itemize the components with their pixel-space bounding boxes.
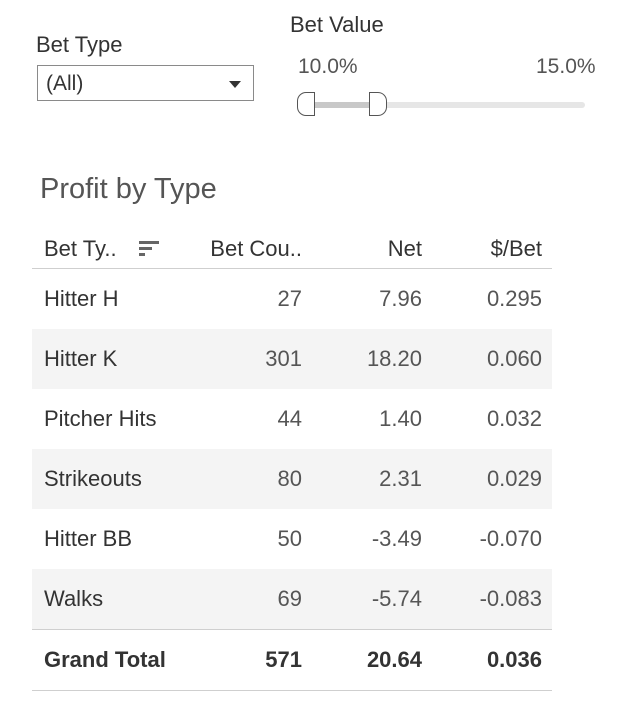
- table-row[interactable]: Pitcher Hits 44 1.40 0.032: [32, 389, 552, 449]
- cell-total-label: Grand Total: [44, 647, 166, 672]
- cell-per-bet: 0.032: [486, 406, 542, 431]
- column-header-net[interactable]: Net: [387, 236, 422, 261]
- table-header-row: Bet Ty.. Bet Cou.. Net $/Bet: [32, 228, 552, 269]
- cell-net: 7.96: [379, 286, 422, 311]
- bet-type-dropdown[interactable]: (All): [37, 65, 254, 101]
- table-row[interactable]: Hitter H 27 7.96 0.295: [32, 269, 552, 329]
- cell-bet-type: Pitcher Hits: [44, 406, 157, 431]
- cell-bet-count: 80: [277, 466, 302, 491]
- sheet-title: Profit by Type: [40, 173, 217, 205]
- bet-type-filter-label: Bet Type: [36, 32, 123, 57]
- cell-per-bet: 0.029: [486, 466, 542, 491]
- cell-bet-count: 69: [277, 586, 302, 611]
- cell-total-net: 20.64: [366, 647, 422, 672]
- column-header-bet-type[interactable]: Bet Ty..: [44, 236, 117, 261]
- slider-max-handle[interactable]: [369, 92, 387, 116]
- cell-per-bet: -0.083: [479, 586, 542, 611]
- cell-net: -5.74: [371, 586, 422, 611]
- bet-value-max-readout[interactable]: 15.0%: [536, 55, 596, 78]
- dropdown-arrow-icon[interactable]: [229, 81, 241, 88]
- cell-per-bet: 0.295: [486, 286, 542, 311]
- column-header-per-bet[interactable]: $/Bet: [490, 236, 542, 261]
- slider-min-handle[interactable]: [297, 92, 315, 116]
- cell-net: 18.20: [366, 346, 422, 371]
- cell-bet-type: Hitter H: [44, 286, 119, 311]
- cell-net: 1.40: [379, 406, 422, 431]
- column-header-bet-count[interactable]: Bet Cou..: [210, 236, 302, 261]
- cell-bet-count: 44: [277, 406, 302, 431]
- bet-value-min-readout[interactable]: 10.0%: [298, 55, 358, 78]
- cell-bet-type: Hitter BB: [44, 526, 133, 551]
- bet-type-selected-value: (All): [46, 72, 84, 95]
- table-row[interactable]: Walks 69 -5.74 -0.083: [32, 569, 552, 629]
- cell-net: -3.49: [371, 526, 422, 551]
- cell-bet-type: Strikeouts: [44, 466, 142, 491]
- cell-bet-count: 50: [277, 526, 302, 551]
- cell-bet-type: Hitter K: [44, 346, 118, 371]
- cell-bet-count: 301: [265, 346, 302, 371]
- profit-table: Bet Ty.. Bet Cou.. Net $/Bet Hitter H 27…: [32, 228, 552, 691]
- cell-total-count: 571: [265, 647, 302, 672]
- cell-bet-count: 27: [277, 286, 302, 311]
- cell-total-per-bet: 0.036: [486, 647, 542, 672]
- bet-value-slider-range: [310, 102, 378, 108]
- table-row[interactable]: Hitter K 301 18.20 0.060: [32, 329, 552, 389]
- sort-descending-icon[interactable]: [138, 238, 160, 258]
- bet-value-slider-track[interactable]: [300, 102, 585, 108]
- cell-per-bet: 0.060: [486, 346, 542, 371]
- table-row[interactable]: Strikeouts 80 2.31 0.029: [32, 449, 552, 509]
- cell-net: 2.31: [379, 466, 422, 491]
- cell-per-bet: -0.070: [479, 526, 542, 551]
- cell-bet-type: Walks: [44, 586, 104, 611]
- bet-value-filter-label: Bet Value: [290, 12, 384, 37]
- grand-total-row[interactable]: Grand Total 571 20.64 0.036: [32, 629, 552, 691]
- table-row[interactable]: Hitter BB 50 -3.49 -0.070: [32, 509, 552, 569]
